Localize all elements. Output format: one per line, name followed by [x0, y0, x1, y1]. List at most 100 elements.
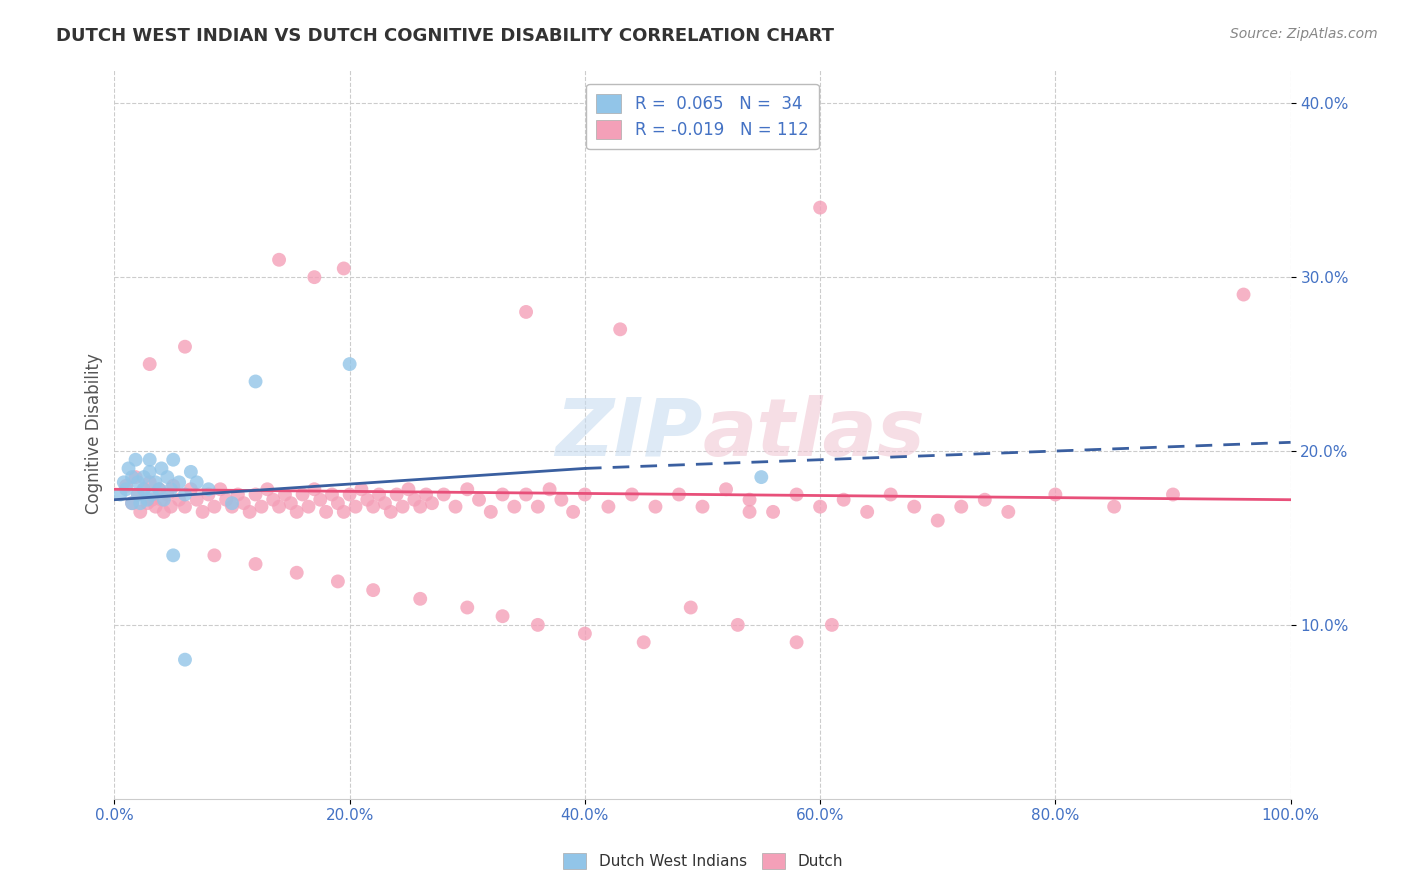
- Point: [456, 600, 478, 615]
- Point: [356, 492, 378, 507]
- Point: [221, 496, 243, 510]
- Point: [136, 492, 159, 507]
- Point: [762, 505, 785, 519]
- Point: [491, 487, 513, 501]
- Point: [256, 483, 278, 497]
- Point: [503, 500, 526, 514]
- Point: [209, 483, 232, 497]
- Point: [150, 492, 173, 507]
- Point: [562, 505, 585, 519]
- Point: [333, 505, 356, 519]
- Point: [110, 487, 132, 501]
- Point: [786, 635, 808, 649]
- Point: [124, 470, 146, 484]
- Point: [598, 500, 620, 514]
- Point: [127, 487, 149, 501]
- Point: [879, 487, 901, 501]
- Point: [903, 500, 925, 514]
- Point: [297, 500, 319, 514]
- Point: [339, 487, 361, 501]
- Point: [973, 492, 995, 507]
- Point: [239, 505, 262, 519]
- Point: [145, 475, 167, 490]
- Point: [344, 500, 367, 514]
- Point: [409, 591, 432, 606]
- Point: [374, 496, 396, 510]
- Point: [215, 492, 238, 507]
- Point: [950, 500, 973, 514]
- Point: [620, 487, 643, 501]
- Point: [309, 492, 332, 507]
- Point: [738, 492, 761, 507]
- Point: [538, 483, 561, 497]
- Point: [415, 487, 437, 501]
- Point: [138, 452, 160, 467]
- Point: [420, 496, 443, 510]
- Point: [127, 475, 149, 490]
- Point: [191, 505, 214, 519]
- Point: [391, 500, 413, 514]
- Point: [368, 487, 391, 501]
- Point: [786, 487, 808, 501]
- Point: [174, 500, 197, 514]
- Point: [180, 483, 202, 497]
- Point: [609, 322, 631, 336]
- Point: [138, 357, 160, 371]
- Point: [321, 487, 343, 501]
- Point: [456, 483, 478, 497]
- Point: [738, 505, 761, 519]
- Point: [115, 483, 138, 497]
- Point: [361, 583, 384, 598]
- Point: [409, 500, 432, 514]
- Point: [326, 496, 349, 510]
- Point: [361, 500, 384, 514]
- Point: [727, 618, 749, 632]
- Point: [468, 492, 491, 507]
- Point: [633, 635, 655, 649]
- Point: [197, 487, 219, 501]
- Point: [174, 653, 197, 667]
- Point: [398, 483, 420, 497]
- Point: [202, 500, 225, 514]
- Point: [232, 496, 254, 510]
- Point: [141, 492, 163, 507]
- Point: [180, 465, 202, 479]
- Point: [132, 483, 155, 497]
- Text: Source: ZipAtlas.com: Source: ZipAtlas.com: [1230, 27, 1378, 41]
- Point: [202, 549, 225, 563]
- Point: [148, 483, 170, 497]
- Point: [167, 475, 190, 490]
- Point: [808, 500, 831, 514]
- Point: [1232, 287, 1254, 301]
- Point: [1161, 487, 1184, 501]
- Text: atlas: atlas: [703, 394, 925, 473]
- Point: [226, 487, 249, 501]
- Point: [174, 340, 197, 354]
- Point: [121, 470, 143, 484]
- Point: [527, 500, 550, 514]
- Point: [285, 505, 308, 519]
- Point: [285, 566, 308, 580]
- Point: [304, 270, 326, 285]
- Point: [574, 487, 596, 501]
- Point: [267, 500, 290, 514]
- Point: [280, 496, 302, 510]
- Point: [138, 465, 160, 479]
- Point: [250, 500, 273, 514]
- Point: [167, 492, 190, 507]
- Point: [245, 487, 267, 501]
- Point: [444, 500, 467, 514]
- Point: [186, 475, 208, 490]
- Point: [832, 492, 855, 507]
- Point: [262, 492, 284, 507]
- Point: [291, 487, 314, 501]
- Point: [156, 487, 179, 501]
- Point: [692, 500, 714, 514]
- Point: [550, 492, 572, 507]
- Point: [245, 375, 267, 389]
- Point: [856, 505, 879, 519]
- Point: [160, 500, 183, 514]
- Point: [153, 505, 176, 519]
- Point: [141, 487, 163, 501]
- Point: [749, 470, 772, 484]
